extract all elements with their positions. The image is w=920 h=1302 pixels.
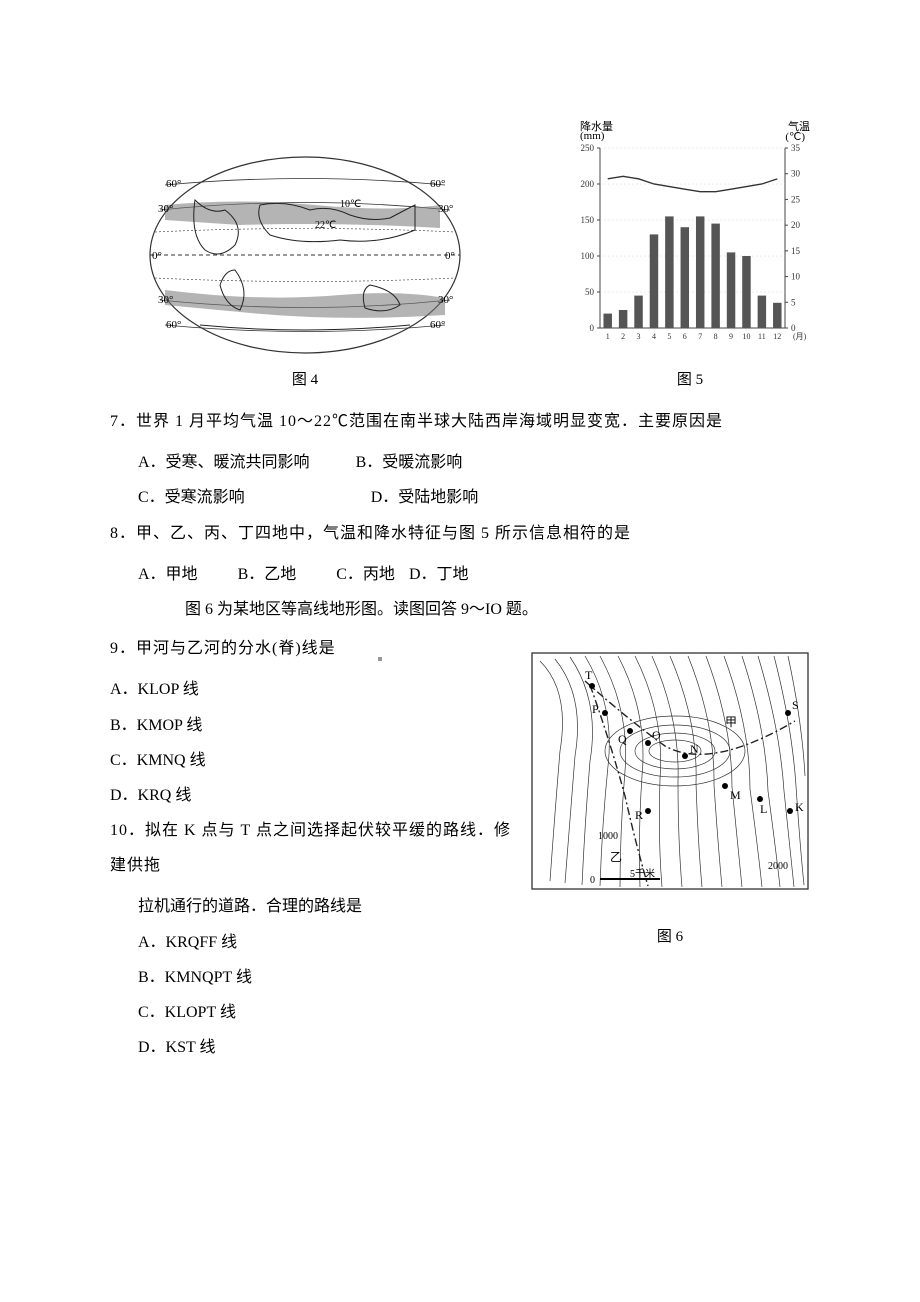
q7-d: D．受陆地影响 bbox=[371, 489, 479, 506]
right-column: T S P O N M R K L Q 1000 2000 乙 甲 0 5千米 … bbox=[520, 631, 820, 1065]
precip-unit: (mm) bbox=[580, 130, 604, 142]
svg-text:50: 50 bbox=[585, 287, 595, 297]
figure-4: 60° 30° 0° 30° 60° 60° 30° 0° 30° 60° 10… bbox=[140, 150, 470, 389]
q7-stem: 7．世界 1 月平均气温 10～22℃范围在南半球大陆西岸海域明显变宽．主要原因… bbox=[110, 404, 820, 439]
svg-text:10: 10 bbox=[742, 332, 750, 341]
q9-b: B．KMOP 线 bbox=[110, 708, 520, 743]
chart-svg: 0501001502002500510152025303512345678910… bbox=[560, 120, 820, 360]
q10-stem-l2: 拉机通行的道路．合理的路线是 bbox=[110, 889, 520, 924]
svg-text:0: 0 bbox=[590, 875, 595, 886]
svg-text:250: 250 bbox=[581, 143, 595, 153]
svg-text:30°: 30° bbox=[438, 294, 453, 306]
svg-text:乙: 乙 bbox=[610, 850, 622, 864]
svg-text:7: 7 bbox=[698, 332, 702, 341]
svg-text:10: 10 bbox=[791, 272, 801, 282]
svg-text:20: 20 bbox=[791, 220, 801, 230]
q9-a: A．KLOP 线 bbox=[110, 672, 520, 707]
q8-a: A．甲地 bbox=[138, 566, 198, 583]
q10-b: B．KMNQPT 线 bbox=[110, 960, 520, 995]
q7-options-row2: C．受寒流影响 D．受陆地影响 bbox=[110, 480, 820, 515]
svg-text:K: K bbox=[795, 800, 804, 814]
svg-text:M: M bbox=[730, 788, 741, 802]
svg-text:200: 200 bbox=[581, 179, 595, 189]
svg-text:150: 150 bbox=[581, 215, 595, 225]
q10-c: C．KLOPT 线 bbox=[110, 995, 520, 1030]
svg-text:30: 30 bbox=[791, 169, 801, 179]
climate-chart: 降水量 (mm) 气温 (℃) 050100150200250051015202… bbox=[560, 120, 820, 360]
svg-text:60°: 60° bbox=[166, 178, 181, 190]
svg-text:12: 12 bbox=[773, 332, 781, 341]
svg-text:25: 25 bbox=[791, 194, 801, 204]
svg-text:0°: 0° bbox=[152, 250, 162, 262]
svg-text:15: 15 bbox=[791, 246, 801, 256]
svg-text:5: 5 bbox=[791, 297, 796, 307]
svg-text:22℃: 22℃ bbox=[315, 220, 336, 231]
q8-options: A．甲地 B．乙地 C．丙地 D．丁地 bbox=[110, 557, 820, 592]
svg-text:P: P bbox=[592, 702, 599, 716]
svg-text:30°: 30° bbox=[158, 203, 173, 215]
svg-text:S: S bbox=[792, 698, 799, 712]
svg-text:0: 0 bbox=[590, 323, 595, 333]
temp-unit: (℃) bbox=[785, 130, 805, 143]
fig6-caption: 图 6 bbox=[657, 925, 683, 946]
svg-text:100: 100 bbox=[581, 251, 595, 261]
q10-stem-l1: 10．拟在 K 点与 T 点之间选择起伏较平缓的路线．修建供拖 bbox=[110, 813, 520, 883]
svg-text:2: 2 bbox=[621, 332, 625, 341]
contour-map: T S P O N M R K L Q 1000 2000 乙 甲 0 5千米 bbox=[530, 651, 810, 911]
q8-stem: 8．甲、乙、丙、丁四地中，气温和降水特征与图 5 所示信息相符的是 bbox=[110, 516, 820, 551]
svg-text:30°: 30° bbox=[438, 203, 453, 215]
svg-text:60°: 60° bbox=[430, 319, 445, 331]
contour-2000: 2000 bbox=[768, 861, 788, 872]
q9-q10-section: 9．甲河与乙河的分水(脊)线是 A．KLOP 线 B．KMOP 线 C．KMNQ… bbox=[110, 631, 820, 1065]
svg-text:Q: Q bbox=[618, 732, 627, 746]
world-map-svg: 60° 30° 0° 30° 60° 60° 30° 0° 30° 60° 10… bbox=[140, 150, 470, 360]
figures-row: 60° 30° 0° 30° 60° 60° 30° 0° 30° 60° 10… bbox=[110, 120, 820, 389]
svg-text:5: 5 bbox=[667, 332, 671, 341]
svg-text:0°: 0° bbox=[445, 250, 455, 262]
svg-text:R: R bbox=[635, 808, 643, 822]
q8-b: B．乙地 bbox=[238, 566, 297, 583]
page-marker bbox=[378, 657, 382, 661]
q7-options-row1: A．受寒、暖流共同影响 B．受暖流影响 bbox=[110, 445, 820, 480]
svg-text:6: 6 bbox=[683, 332, 687, 341]
q8-d: D．丁地 bbox=[409, 566, 469, 583]
svg-text:11: 11 bbox=[758, 332, 766, 341]
svg-text:9: 9 bbox=[729, 332, 733, 341]
q9-stem: 9．甲河与乙河的分水(脊)线是 bbox=[110, 631, 520, 666]
svg-text:30°: 30° bbox=[158, 294, 173, 306]
svg-text:60°: 60° bbox=[430, 178, 445, 190]
fig6-intro: 图 6 为某地区等高线地形图。读图回答 9～IO 题。 bbox=[110, 592, 820, 627]
q7-b: B．受暖流影响 bbox=[356, 454, 463, 471]
q10-d: D．KST 线 bbox=[110, 1030, 520, 1065]
contour-1000: 1000 bbox=[598, 831, 618, 842]
svg-text:1: 1 bbox=[606, 332, 610, 341]
svg-text:35: 35 bbox=[791, 143, 801, 153]
figure-5: 降水量 (mm) 气温 (℃) 050100150200250051015202… bbox=[560, 120, 820, 389]
svg-text:60°: 60° bbox=[166, 319, 181, 331]
svg-text:N: N bbox=[690, 742, 699, 756]
q7-c: C．受寒流影响 bbox=[138, 489, 245, 506]
svg-text:8: 8 bbox=[714, 332, 718, 341]
fig5-caption: 图 5 bbox=[677, 368, 703, 389]
q9-c: C．KMNQ 线 bbox=[110, 743, 520, 778]
svg-text:4: 4 bbox=[652, 332, 656, 341]
fig4-caption: 图 4 bbox=[292, 368, 318, 389]
svg-text:甲: 甲 bbox=[725, 715, 737, 729]
svg-text:O: O bbox=[652, 728, 661, 742]
svg-text:L: L bbox=[760, 802, 767, 816]
svg-text:T: T bbox=[585, 668, 593, 682]
q10-a: A．KRQFF 线 bbox=[110, 925, 520, 960]
left-column: 9．甲河与乙河的分水(脊)线是 A．KLOP 线 B．KMOP 线 C．KMNQ… bbox=[110, 631, 520, 1065]
svg-text:10℃: 10℃ bbox=[340, 199, 361, 210]
svg-text:(月): (月) bbox=[793, 332, 807, 341]
q9-d: D．KRQ 线 bbox=[110, 778, 520, 813]
svg-text:5千米: 5千米 bbox=[630, 867, 655, 880]
q8-c: C．丙地 bbox=[336, 566, 395, 583]
q7-a: A．受寒、暖流共同影响 bbox=[138, 454, 310, 471]
svg-text:3: 3 bbox=[637, 332, 641, 341]
